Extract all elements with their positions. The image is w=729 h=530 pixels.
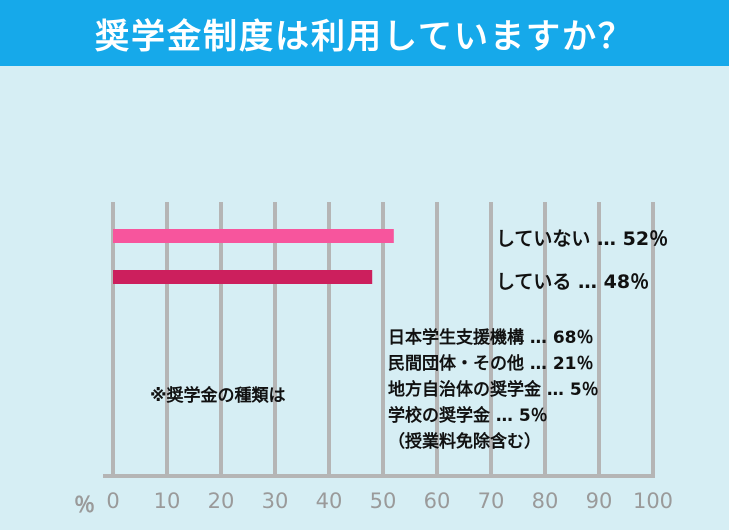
x-tick-label: 70 (477, 489, 505, 513)
bar-using (113, 270, 373, 284)
bar-not-using (113, 229, 394, 243)
x-axis-unit: ％ (74, 493, 95, 517)
x-tick-label: 10 (153, 489, 181, 513)
scholarship-type-item: 民間団体・その他 … 21％ (388, 354, 594, 374)
x-tick-label: 40 (315, 489, 343, 513)
x-tick-label: 60 (423, 489, 451, 513)
bar-label-using: している … 48％ (496, 271, 650, 293)
bar-label-not-using: していない … 52％ (496, 228, 669, 250)
header-banner: 奨学金制度は利用していますか？ (0, 0, 729, 66)
x-tick-label: 80 (531, 489, 559, 513)
scholarship-types-list: 日本学生支援機構 … 68％ 民間団体・その他 … 21％ 地方自治体の奨学金 … (388, 325, 599, 455)
x-tick-label: 100 (632, 489, 674, 513)
scholarship-type-item: 日本学生支援機構 … 68％ (388, 328, 594, 348)
scholarship-type-item: （授業料免除含む） (388, 432, 541, 452)
scholarship-type-item: 学校の奨学金 … 5％ (388, 406, 548, 426)
page-title: 奨学金制度は利用していますか？ (95, 17, 634, 57)
scholarship-type-item: 地方自治体の奨学金 … 5％ (388, 380, 599, 400)
x-tick-label: 30 (261, 489, 289, 513)
x-tick-label: 50 (369, 489, 397, 513)
scholarship-types-heading: ※奨学金の種類は (150, 386, 286, 406)
x-tick-label: 0 (106, 489, 120, 513)
x-tick-label: 20 (207, 489, 235, 513)
x-tick-label: 90 (585, 489, 613, 513)
